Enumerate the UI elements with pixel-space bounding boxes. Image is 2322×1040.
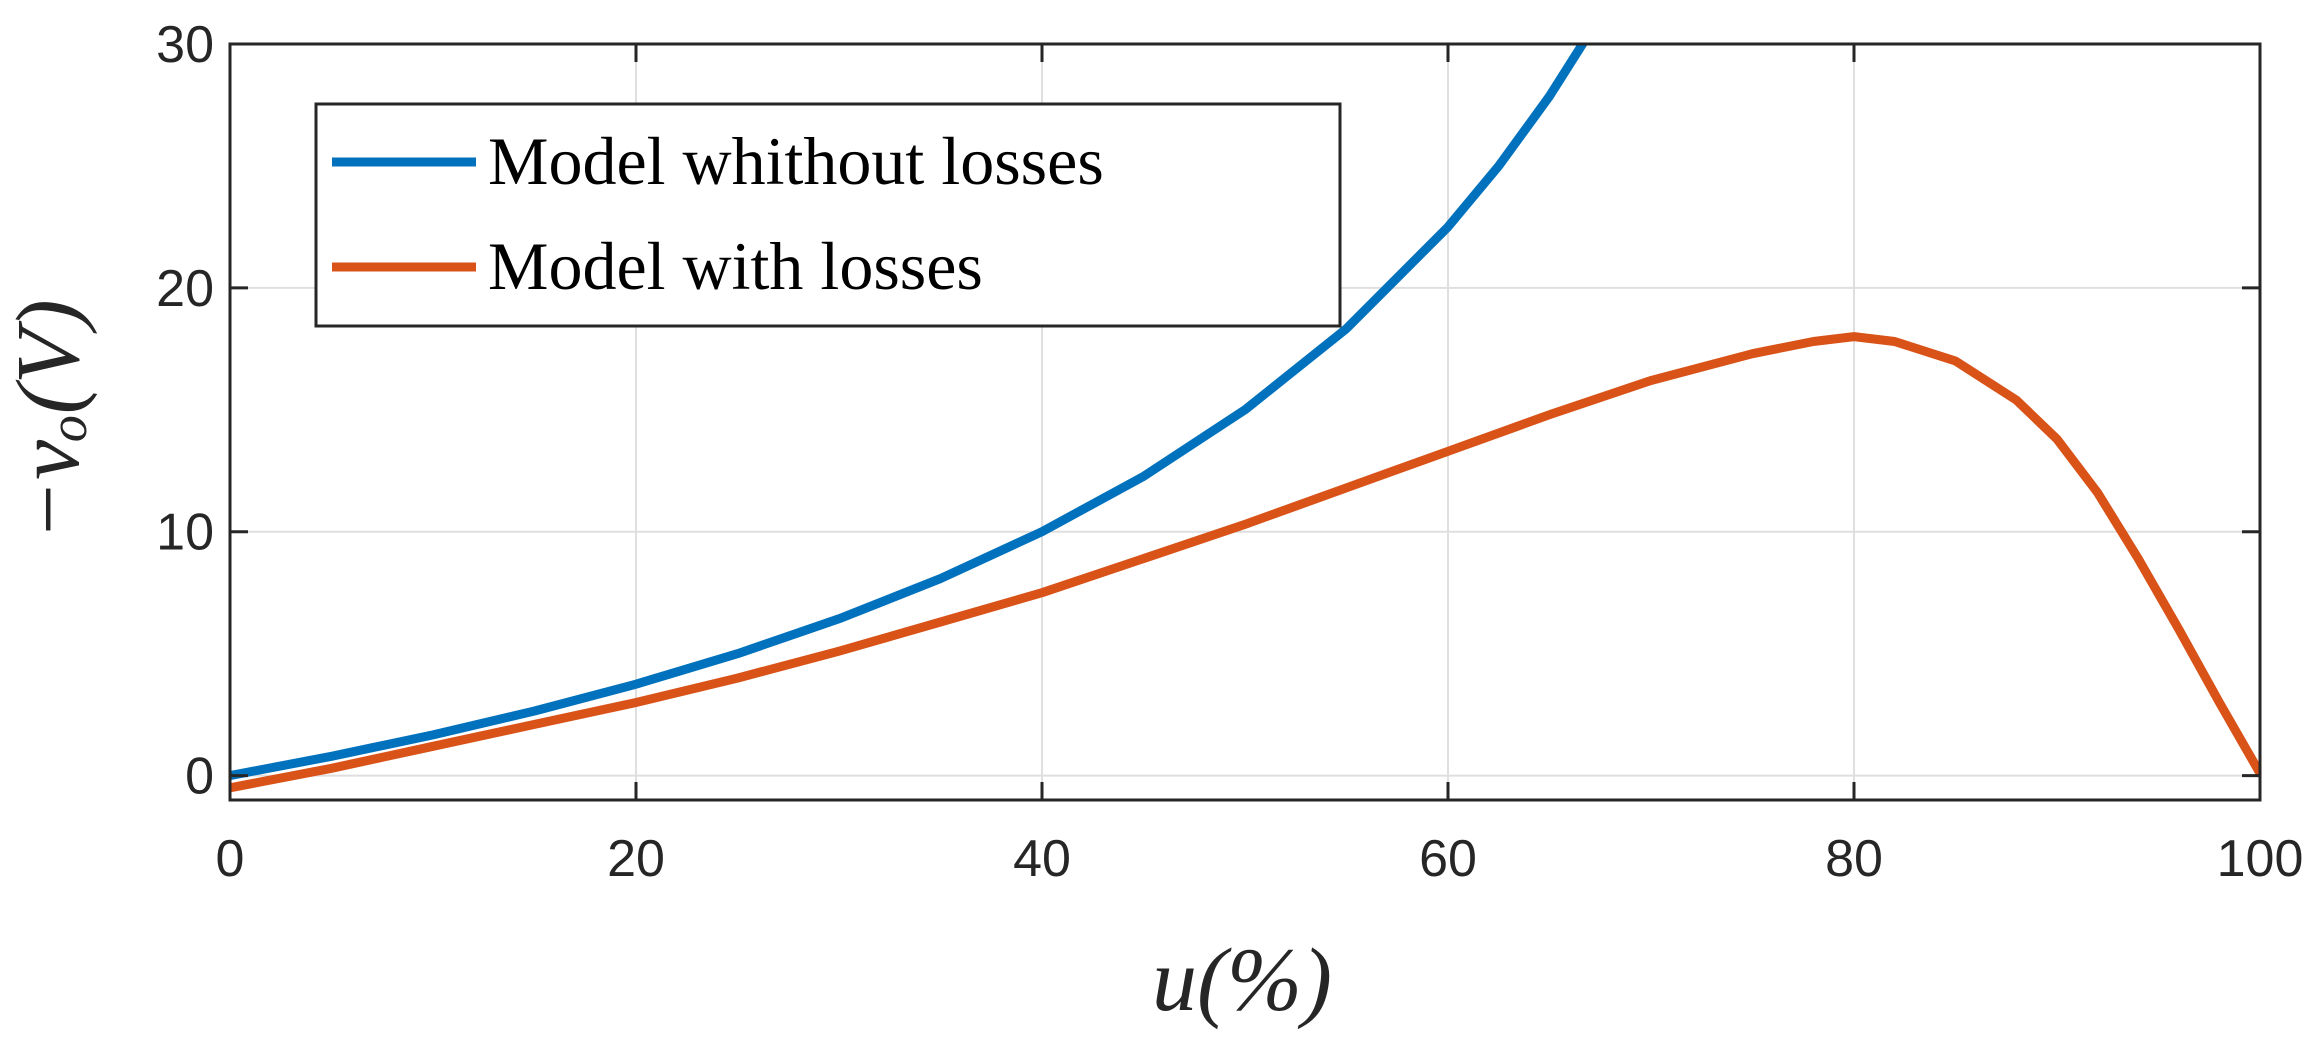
y-tick-label: 20 [156, 260, 214, 318]
y-tick-label: 0 [185, 748, 214, 806]
x-tick-label: 0 [216, 830, 245, 888]
series-lines [230, 44, 2260, 793]
legend-label-2: Model with losses [488, 228, 983, 304]
x-tick-label: 80 [1825, 830, 1883, 888]
series-line-1 [230, 44, 1588, 781]
x-tick-label: 60 [1419, 830, 1477, 888]
plot-frame [228, 42, 2262, 802]
x-tick-label: 40 [1013, 830, 1071, 888]
legend: Model whithout losses Model with losses [314, 102, 1342, 328]
legend-label-1: Model whithout losses [488, 123, 1104, 199]
legend-box [314, 102, 1342, 328]
y-tick-label: 10 [156, 504, 214, 562]
x-tick-label: 100 [2217, 830, 2304, 888]
axes: 0 20 40 60 80 100 0 10 20 30 [156, 16, 2303, 888]
series-line-2 [230, 332, 2260, 793]
x-axis-label: u(%) [1152, 931, 1332, 1030]
y-axis-label: −vₒ(V) [0, 299, 98, 540]
x-tick-label: 20 [607, 830, 665, 888]
y-tick-label: 30 [156, 16, 214, 74]
